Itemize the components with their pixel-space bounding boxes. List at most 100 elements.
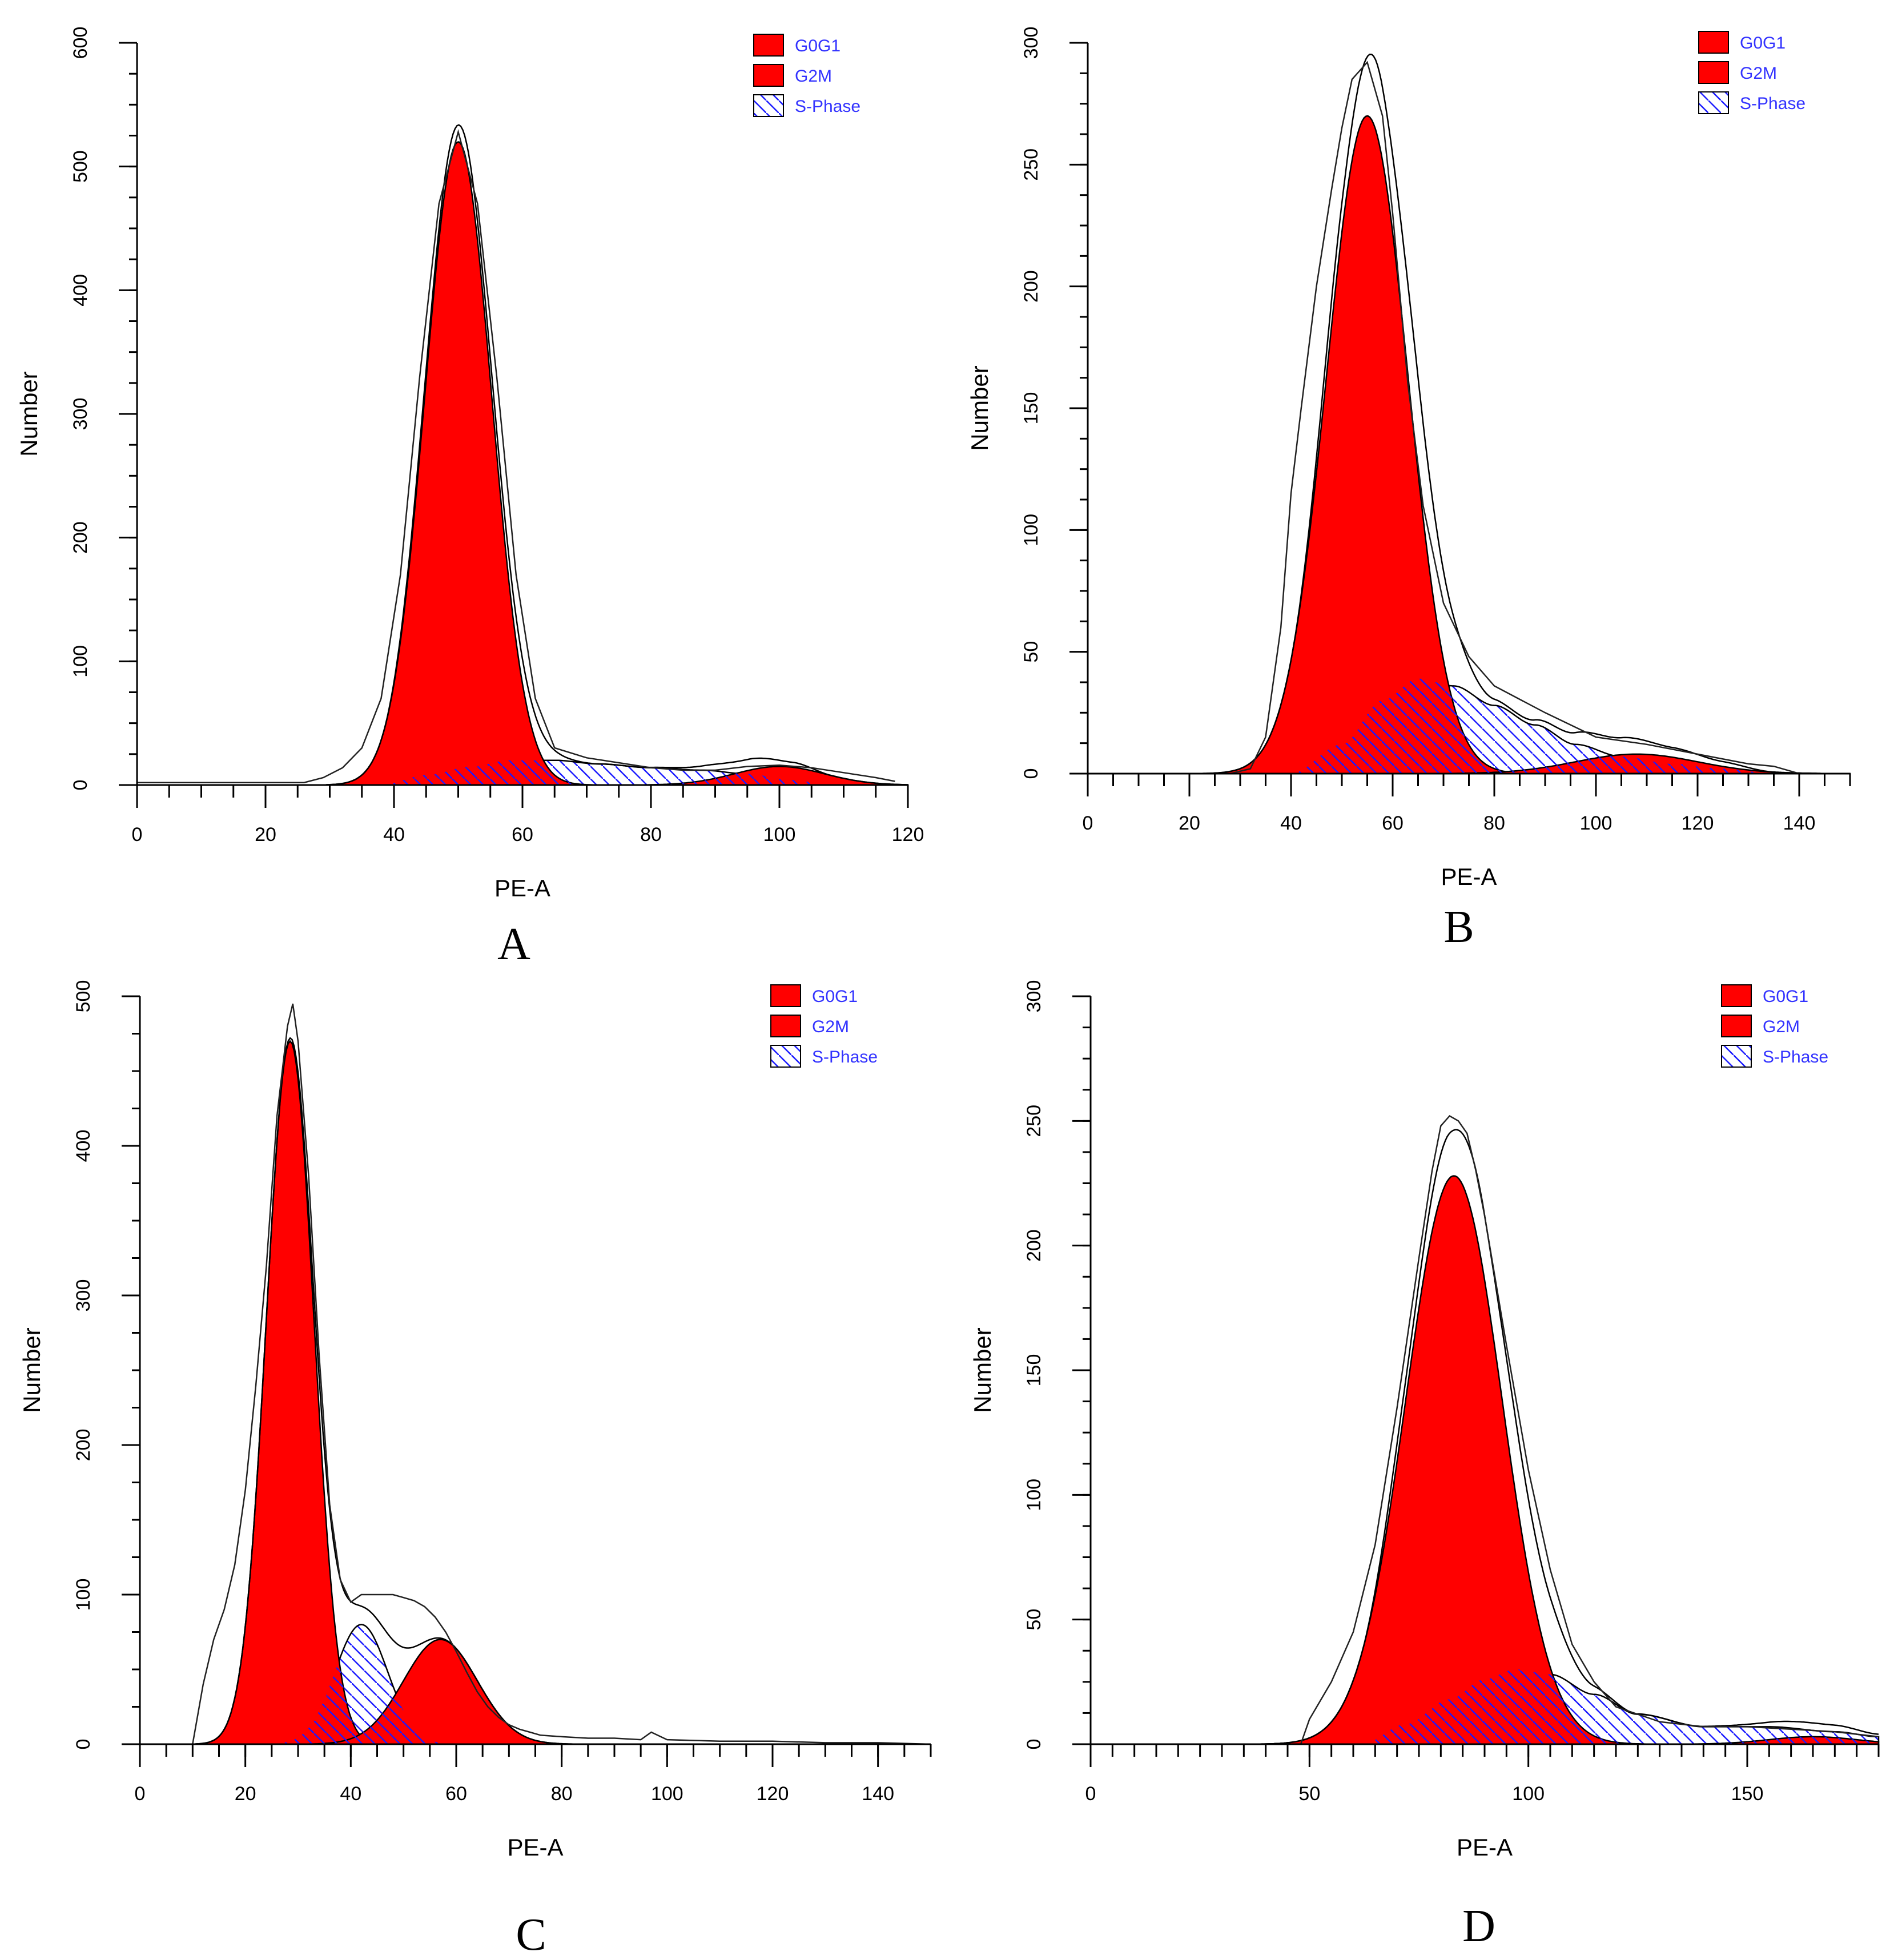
panel-D: 0 50 100 150 0 50 100 150 200 250 300 PE-A Number G0G… <box>969 980 1880 1951</box>
legend: G0G1 G2M S-Phase <box>1698 31 1805 114</box>
x-tick-label: 60 <box>445 1783 467 1805</box>
x-tick-label: 120 <box>892 824 924 846</box>
g0g1-area <box>1091 1175 1879 1745</box>
x-tick-label: 80 <box>1483 812 1505 834</box>
x-tick-label: 100 <box>1580 812 1612 834</box>
x-tick-label: 0 <box>1085 1783 1096 1805</box>
y-axis-title: Number <box>969 1327 996 1412</box>
panel-label: B <box>1443 902 1474 952</box>
legend-label-s-phase: S-Phase <box>812 1048 878 1066</box>
y-tick-label: 250 <box>1023 1105 1045 1137</box>
x-tick-label: 150 <box>1731 1783 1764 1805</box>
legend-label-g2m: G2M <box>795 67 832 86</box>
y-tick-label: 300 <box>1023 980 1045 1013</box>
legend-swatch-g2m <box>770 1015 801 1037</box>
x-tick-label: 40 <box>340 1783 361 1805</box>
y-tick-label: 0 <box>70 780 91 791</box>
s-phase-overlap <box>140 1664 931 1744</box>
y-tick-label: 50 <box>1023 1609 1045 1631</box>
y-tick-label: 400 <box>70 274 91 307</box>
g0g1-area <box>140 1040 931 1745</box>
axes: 0 20 40 60 80 100 120 140 0 50 100 150 200 250 300 <box>1020 27 1851 834</box>
plot-area <box>1088 53 1851 775</box>
x-tick-label: 0 <box>1083 812 1093 834</box>
histogram-line <box>1091 1115 1879 1745</box>
y-tick-label: 150 <box>1023 1354 1045 1387</box>
s-phase-overlap <box>137 760 908 785</box>
legend: G0G1 G2M S-Phase <box>770 984 878 1068</box>
legend-label-s-phase: S-Phase <box>1740 94 1805 113</box>
panel-label: A <box>497 919 530 969</box>
x-tick-label: 60 <box>1382 812 1404 834</box>
x-tick-label: 60 <box>512 824 533 846</box>
y-tick-label: 500 <box>70 150 91 183</box>
legend-swatch-g2m <box>753 64 784 87</box>
histogram-line <box>137 129 895 783</box>
y-tick-label: 100 <box>73 1579 94 1611</box>
x-tick-label: 100 <box>763 824 796 846</box>
y-tick-label: 300 <box>70 398 91 430</box>
x-tick-label: 100 <box>651 1783 683 1805</box>
y-tick-label: 600 <box>70 27 91 59</box>
x-tick-label: 80 <box>640 824 662 846</box>
legend: G0G1 G2M S-Phase <box>753 34 860 117</box>
legend-label-g2m: G2M <box>1740 64 1777 83</box>
x-tick-label: 20 <box>255 824 276 846</box>
plot-area <box>140 1003 931 1745</box>
y-axis-title: Number <box>18 1327 45 1412</box>
model-sum-line <box>1088 53 1850 775</box>
legend-swatch-g0g1 <box>1721 984 1752 1007</box>
y-tick-label: 0 <box>1020 768 1042 779</box>
x-tick-label: 0 <box>132 824 143 846</box>
y-tick-label: 200 <box>73 1429 94 1462</box>
plot-area <box>1091 1115 1880 1745</box>
y-tick-label: 100 <box>70 645 91 678</box>
legend-swatch-g2m <box>1721 1015 1752 1037</box>
x-axis-title: PE-A <box>507 1834 563 1861</box>
legend-swatch-g0g1 <box>770 984 801 1007</box>
y-tick-label: 300 <box>1020 27 1042 59</box>
y-tick-label: 0 <box>1023 1739 1045 1750</box>
y-tick-label: 0 <box>73 1739 94 1750</box>
x-tick-label: 40 <box>1280 812 1302 834</box>
legend-swatch-g0g1 <box>753 34 784 57</box>
legend-label-g0g1: G0G1 <box>795 37 841 55</box>
x-tick-label: 140 <box>1783 812 1816 834</box>
legend-swatch-s-phase <box>770 1045 801 1068</box>
x-axis-title: PE-A <box>1457 1834 1513 1861</box>
panel-B: 0 20 40 60 80 100 120 140 0 50 100 150 200 250 300 PE-A… <box>966 27 1851 952</box>
y-tick-label: 50 <box>1020 641 1042 663</box>
legend-label-g0g1: G0G1 <box>1740 34 1786 53</box>
y-tick-label: 250 <box>1020 148 1042 181</box>
y-tick-label: 300 <box>73 1279 94 1312</box>
x-axis-title: PE-A <box>1441 863 1497 890</box>
s-phase-overlap <box>1091 1669 1879 1744</box>
x-tick-label: 50 <box>1298 1783 1320 1805</box>
panel-C: 0 20 40 60 80 100 120 140 0 100 200 300 400 500 PE-A Nu… <box>18 980 932 1960</box>
legend-swatch-g0g1 <box>1698 31 1729 54</box>
y-tick-label: 100 <box>1023 1479 1045 1511</box>
y-tick-label: 200 <box>70 521 91 554</box>
x-tick-label: 20 <box>1179 812 1200 834</box>
legend-label-s-phase: S-Phase <box>795 97 860 116</box>
y-tick-label: 200 <box>1020 270 1042 303</box>
y-axis-title: Number <box>966 365 993 450</box>
legend-label-g2m: G2M <box>1763 1017 1800 1036</box>
legend: G0G1 G2M S-Phase <box>1721 984 1828 1068</box>
x-tick-label: 40 <box>383 824 405 846</box>
legend-swatch-s-phase <box>753 94 784 117</box>
g0g1-area <box>1088 115 1850 775</box>
x-tick-label: 20 <box>235 1783 256 1805</box>
x-tick-label: 120 <box>1682 812 1714 834</box>
plot-area <box>137 124 909 786</box>
x-tick-label: 140 <box>862 1783 894 1805</box>
legend-swatch-s-phase <box>1721 1045 1752 1068</box>
legend-label-g2m: G2M <box>812 1017 849 1036</box>
panel-label: C <box>516 1910 546 1960</box>
histogram-line <box>140 1003 931 1745</box>
legend-swatch-g2m <box>1698 61 1729 84</box>
panel-label: D <box>1462 1901 1495 1951</box>
y-tick-label: 200 <box>1023 1229 1045 1262</box>
histogram-line <box>1088 61 1850 775</box>
